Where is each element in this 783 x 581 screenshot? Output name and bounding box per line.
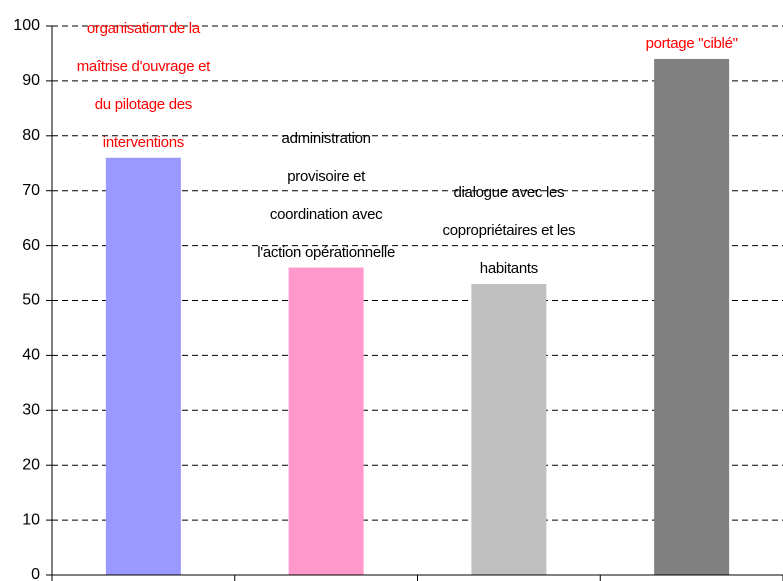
y-tick-label: 20 xyxy=(22,456,40,473)
y-tick-label: 30 xyxy=(22,402,40,419)
y-tick-label: 80 xyxy=(22,127,40,144)
y-tick-label: 60 xyxy=(22,237,40,254)
category-label: administration provisoire et coordinatio… xyxy=(257,129,395,261)
y-tick-label: 90 xyxy=(22,72,40,89)
category-label: portage "ciblé" xyxy=(645,34,738,52)
bar xyxy=(288,267,364,575)
bar xyxy=(654,58,730,575)
y-tick-label: 100 xyxy=(13,17,40,34)
bar xyxy=(105,157,181,575)
y-tick-label: 70 xyxy=(22,182,40,199)
category-label: organisation de la maîtrise d'ouvrage et… xyxy=(76,19,211,151)
y-tick-label: 40 xyxy=(22,347,40,364)
category-label: dialogue avec les copropriétaires et les… xyxy=(442,184,576,278)
y-tick-label: 50 xyxy=(22,292,40,309)
y-tick-label: 10 xyxy=(22,511,40,528)
bar xyxy=(471,284,547,575)
y-tick-label: 0 xyxy=(31,566,40,581)
